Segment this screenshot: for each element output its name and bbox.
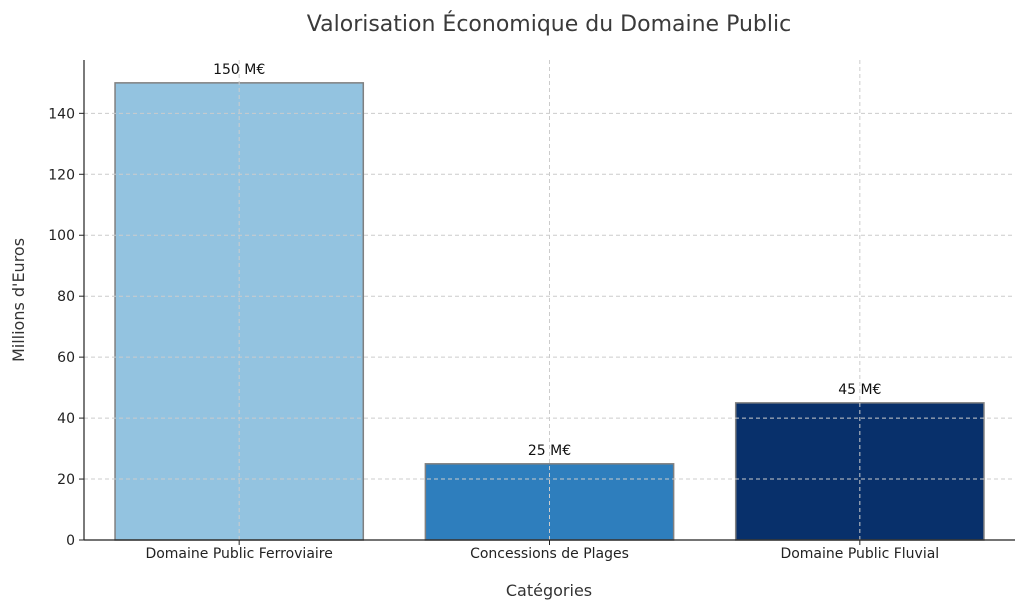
y-tick-label: 120: [48, 167, 75, 183]
labels: Domaine Public Ferroviaire 150 M€ Concessi…: [145, 62, 939, 562]
data-label: 45 M€: [838, 382, 881, 398]
x-tick-label: Domaine Public Fluvial: [780, 546, 939, 562]
y-tick-label: 40: [57, 411, 75, 427]
y-tick-label: 80: [57, 289, 75, 305]
y-tick-label: 100: [48, 228, 75, 244]
bar: [734, 402, 985, 541]
y-tick-label: 140: [48, 106, 75, 122]
axes: 0 20 40 60 80 100 120 140: [48, 60, 1015, 549]
data-label: 25 M€: [528, 443, 571, 459]
y-tick-label: 20: [57, 472, 75, 488]
data-label: 150 M€: [213, 62, 265, 78]
y-tick-label: 0: [66, 533, 75, 549]
x-tick-label: Domaine Public Ferroviaire: [145, 546, 332, 562]
x-axis-label: Catégories: [506, 581, 592, 600]
chart-title: Valorisation Économique du Domaine Publi…: [307, 11, 791, 37]
y-axis-label: Millions d'Euros: [9, 238, 28, 362]
x-tick-label: Concessions de Plages: [470, 546, 629, 562]
y-tick-label: 60: [57, 350, 75, 366]
